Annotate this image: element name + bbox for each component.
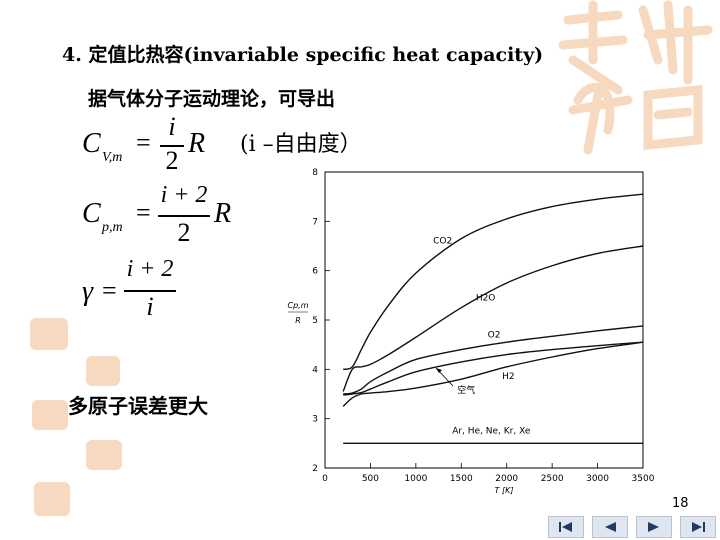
cv-subscript: V,m — [102, 150, 123, 165]
last-icon — [692, 522, 705, 532]
first-slide-button[interactable] — [548, 516, 584, 538]
gamma-numerator: i + 2 — [126, 256, 174, 282]
cp-R: R — [214, 198, 232, 229]
decorative-stamp — [32, 400, 68, 430]
cv-denominator: 2 — [165, 146, 179, 175]
series-label-2: O2 — [488, 330, 501, 340]
decorative-stamp — [86, 356, 120, 386]
first-icon — [559, 522, 572, 532]
intro-text: 据气体分子运动理论，可导出 — [88, 88, 336, 110]
calligraphy-watermark — [558, 0, 713, 155]
cv-equals: = — [136, 128, 151, 157]
x-tick-label: 3000 — [586, 474, 609, 484]
series-line-1 — [342, 245, 644, 392]
series-line-2 — [343, 325, 644, 395]
y-tick-label: 8 — [312, 168, 318, 178]
decorative-stamp — [30, 318, 68, 350]
heat-capacity-chart: 0 500 1000 1500 2000 2500 3000 3500 2 3 4 5 6 7 8 CO2 H… — [288, 168, 655, 495]
cp-symbol: C — [82, 198, 101, 229]
x-tick-label: 2500 — [541, 474, 564, 484]
x-tick-label: 1500 — [450, 474, 473, 484]
x-axis-label: T [K] — [495, 486, 514, 495]
series-label-5: Ar, He, Ne, Kr, Xe — [452, 426, 531, 436]
slide-navigation — [548, 514, 718, 538]
series-line-3 — [343, 341, 644, 396]
series-label-3: 空气 — [457, 384, 475, 396]
plot-frame — [324, 171, 644, 469]
gamma-denominator: i — [146, 292, 154, 321]
cv-R: R — [188, 128, 206, 159]
series-label-1: H2O — [476, 293, 496, 303]
gamma-equals: = — [102, 276, 117, 305]
page-number: 18 — [672, 496, 689, 511]
degrees-of-freedom-note: (i –自由度） — [240, 132, 362, 157]
next-icon — [648, 522, 659, 532]
note-text: 多原子误差更大 — [68, 394, 208, 418]
x-tick-label: 500 — [362, 474, 379, 484]
gamma-symbol: γ — [82, 276, 94, 307]
x-tick-label: 1000 — [404, 474, 427, 484]
decorative-stamp — [34, 482, 70, 516]
cp-denominator: 2 — [177, 218, 191, 247]
y-axis-label-bottom: R — [295, 316, 301, 325]
cp-numerator: i + 2 — [160, 182, 208, 208]
last-slide-button[interactable] — [680, 516, 716, 538]
gamma-fraction-bar — [124, 290, 176, 292]
series-line-0 — [342, 193, 644, 371]
cv-formula: C V,m = i 2 R — [82, 112, 242, 182]
prev-icon — [605, 522, 616, 532]
cp-formula: C p,m = i + 2 2 R — [82, 182, 242, 254]
decorative-stamp — [86, 440, 122, 470]
cp-equals: = — [136, 198, 151, 227]
air-pointer-arrowhead — [436, 368, 442, 373]
y-tick-label: 2 — [312, 464, 318, 474]
series-label-4: H2 — [502, 372, 515, 382]
x-tick-label: 0 — [322, 474, 328, 484]
cv-symbol: C — [82, 128, 101, 159]
cv-fraction-bar — [160, 145, 184, 147]
cv-numerator: i — [168, 112, 176, 141]
y-axis-label-top: Cp,m — [288, 301, 309, 310]
series-line-4 — [342, 341, 644, 407]
next-slide-button[interactable] — [636, 516, 672, 538]
cp-fraction-bar — [158, 215, 210, 217]
gamma-formula: γ = i + 2 i — [82, 256, 202, 326]
slide-title: 4. 定值比热容(invariable specific heat capaci… — [62, 44, 544, 66]
y-tick-label: 6 — [312, 267, 318, 277]
series-label-0: CO2 — [433, 237, 452, 247]
cp-subscript: p,m — [102, 220, 123, 235]
y-tick-label: 3 — [312, 415, 318, 425]
y-tick-label: 4 — [312, 365, 318, 375]
y-tick-label: 7 — [312, 217, 318, 227]
x-tick-label: 3500 — [632, 474, 655, 484]
x-tick-label: 2000 — [495, 474, 518, 484]
previous-slide-button[interactable] — [592, 516, 628, 538]
y-tick-label: 5 — [312, 316, 318, 326]
